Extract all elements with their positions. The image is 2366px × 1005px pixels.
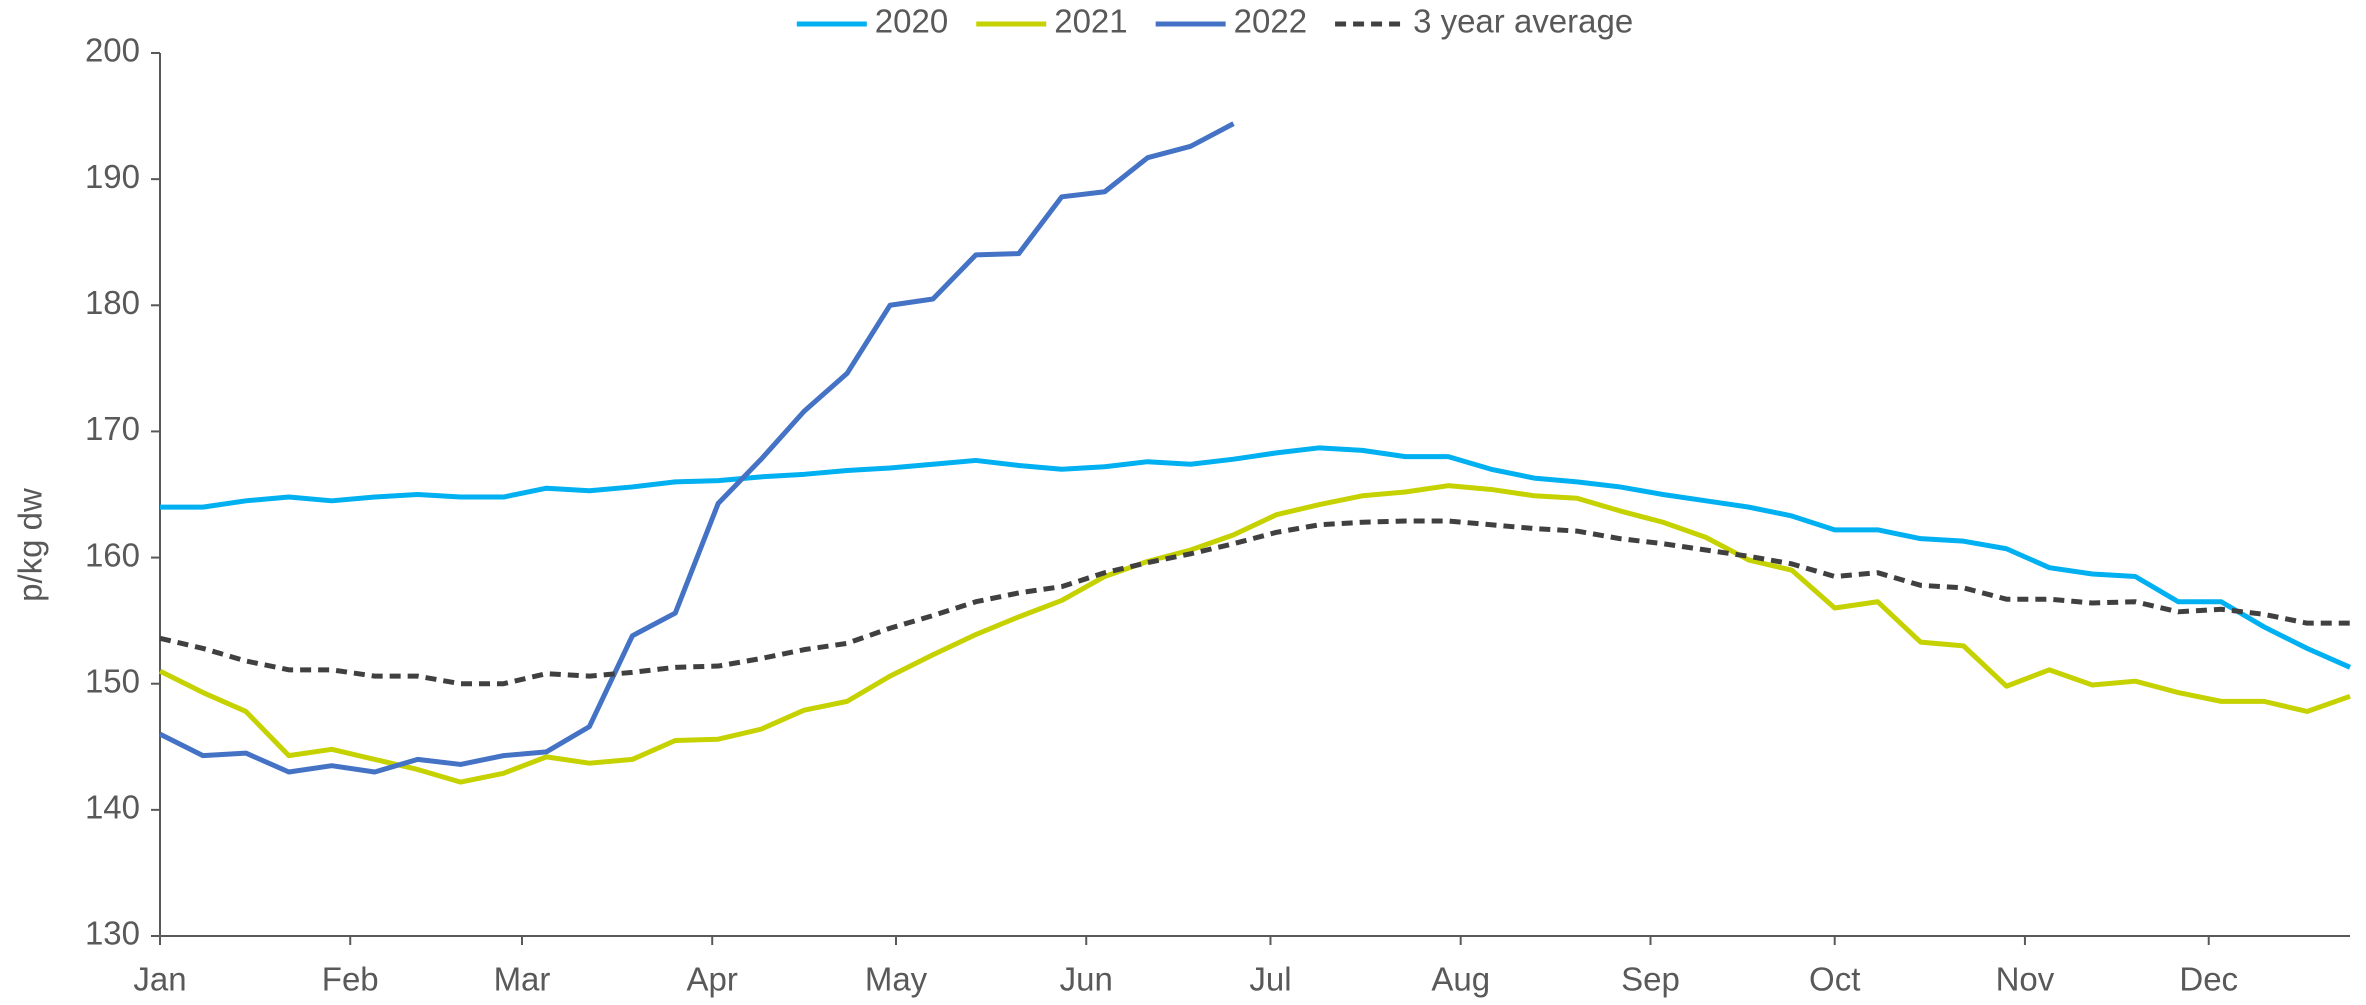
x-tick-label: Dec [2179, 961, 2238, 998]
legend-label: 2022 [1234, 3, 1307, 40]
x-tick-label: May [865, 961, 928, 998]
legend-label: 3 year average [1413, 3, 1633, 40]
series-line [158, 121, 1235, 775]
y-tick-label: 170 [85, 410, 140, 447]
x-tick-label: Feb [322, 961, 379, 998]
y-tick-label: 190 [85, 158, 140, 195]
x-tick-label: Nov [1996, 961, 2055, 998]
y-tick-label: 140 [85, 789, 140, 826]
series-line [158, 483, 2351, 785]
y-tick-label: 180 [85, 284, 140, 321]
y-tick-label: 130 [85, 915, 140, 952]
x-tick-label: Oct [1809, 961, 1860, 998]
x-tick-label: Aug [1431, 961, 1490, 998]
x-tick-label: Sep [1621, 961, 1680, 998]
y-tick-label: 150 [85, 662, 140, 699]
legend-label: 2021 [1054, 3, 1127, 40]
x-tick-label: Jul [1249, 961, 1291, 998]
x-tick-label: Jun [1060, 961, 1113, 998]
y-axis-label: p/kg dw [12, 488, 49, 602]
y-tick-label: 200 [85, 32, 140, 69]
x-tick-label: Mar [494, 961, 551, 998]
series-line [160, 445, 2352, 670]
legend-label: 2020 [875, 3, 948, 40]
y-tick-label: 160 [85, 536, 140, 573]
series-line [159, 518, 2350, 687]
x-tick-label: Jan [133, 961, 186, 998]
x-tick-label: Apr [687, 961, 738, 998]
